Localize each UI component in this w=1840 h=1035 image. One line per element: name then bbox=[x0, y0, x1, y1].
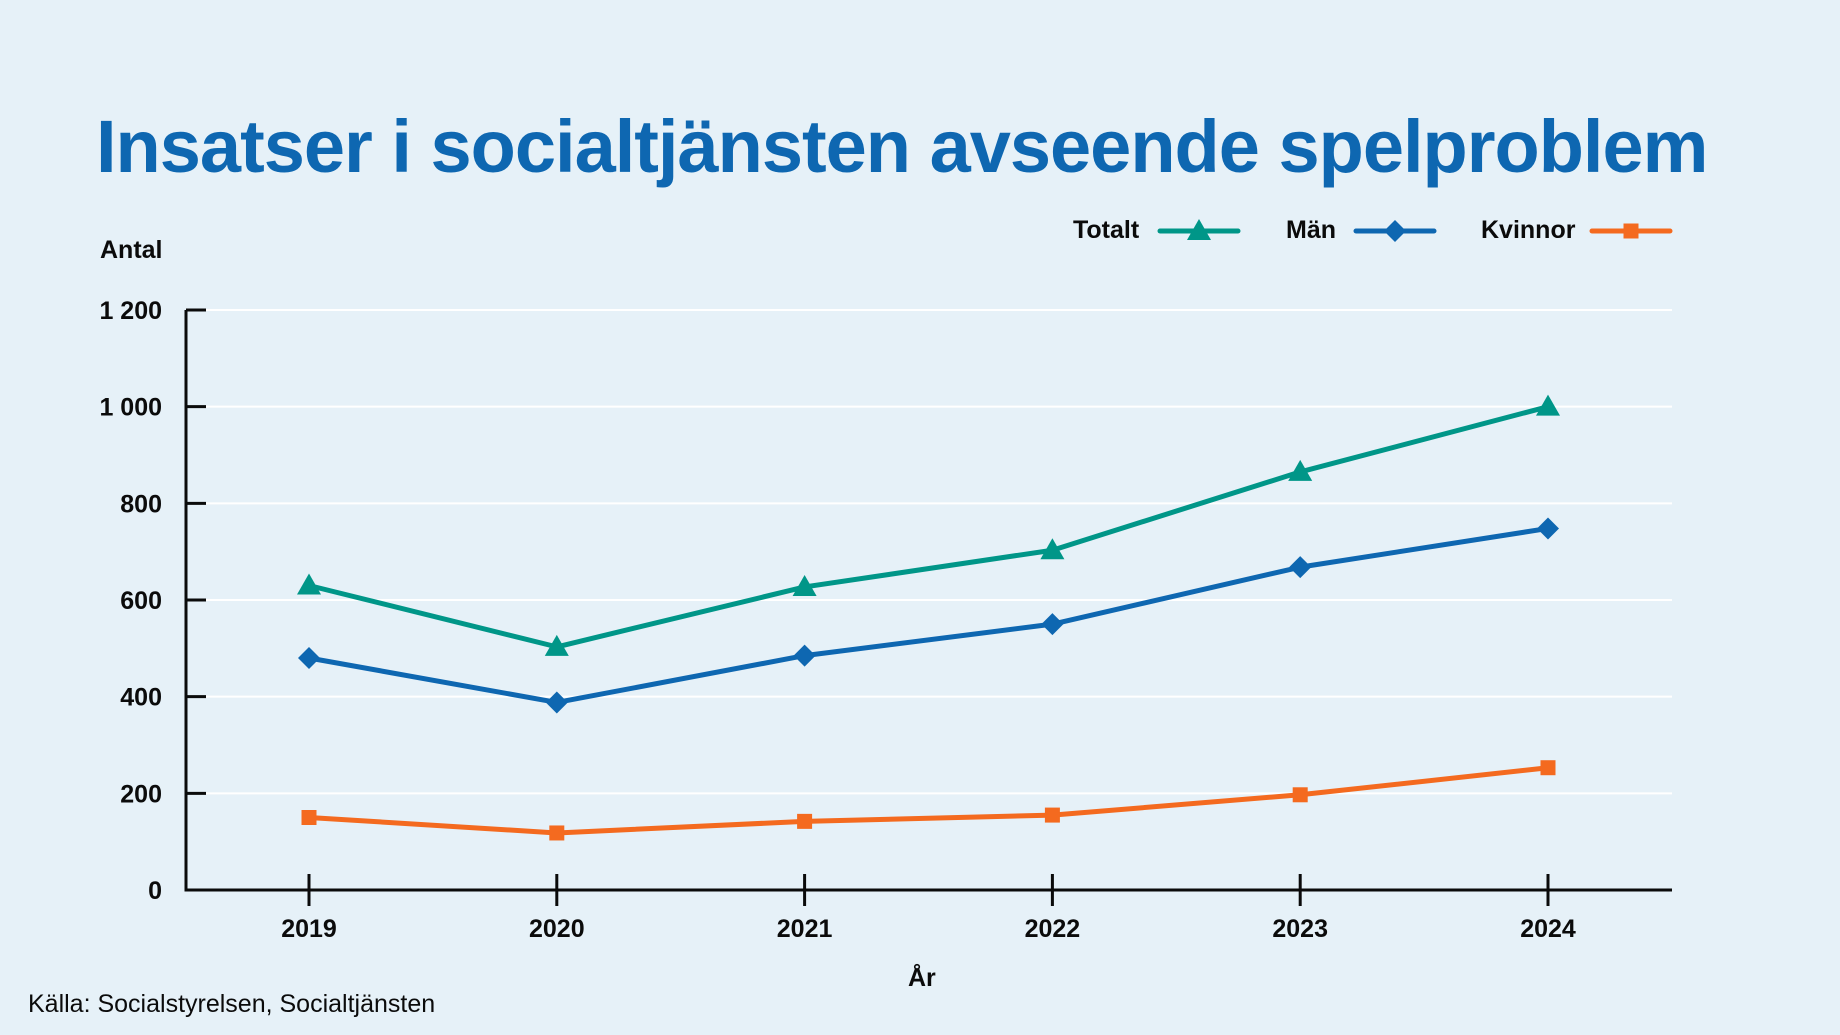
x-tick-label-2024: 2024 bbox=[1520, 915, 1576, 943]
chart-title: Insatser i socialtjänsten avseende spelp… bbox=[96, 105, 1708, 188]
legend-marker-totalt bbox=[1187, 219, 1211, 240]
point-totalt-2024 bbox=[1536, 394, 1560, 416]
point-kvinnor-2024 bbox=[1540, 760, 1556, 776]
x-tick-label-2022: 2022 bbox=[1025, 915, 1081, 943]
point-totalt-2021 bbox=[792, 574, 817, 596]
point-totalt-2019 bbox=[297, 573, 321, 595]
y-tick-label-1200: 1 200 bbox=[99, 297, 162, 325]
legend-marker-kvinnor bbox=[1623, 223, 1639, 239]
y-axis-label: Antal bbox=[100, 236, 163, 264]
point-kvinnor-2022 bbox=[1044, 807, 1060, 823]
point-man-2022 bbox=[1041, 613, 1064, 636]
point-man-2020 bbox=[545, 691, 568, 714]
point-totalt-2022 bbox=[1040, 538, 1065, 560]
point-kvinnor-2020 bbox=[549, 825, 565, 841]
legend-label-kvinnor: Kvinnor bbox=[1481, 216, 1576, 244]
y-tick-label-0: 0 bbox=[148, 877, 162, 905]
y-tick-label-200: 200 bbox=[120, 780, 162, 808]
legend-marker-man bbox=[1384, 220, 1406, 242]
source-note: Källa: Socialstyrelsen, Socialtjänsten bbox=[28, 990, 436, 1018]
series-line-kvinnor bbox=[306, 765, 1551, 836]
point-kvinnor-2021 bbox=[797, 813, 813, 829]
point-man-2023 bbox=[1289, 556, 1312, 579]
x-tick-label-2020: 2020 bbox=[529, 915, 585, 943]
point-kvinnor-2023 bbox=[1292, 787, 1308, 803]
y-tick-label-1000: 1 000 bbox=[99, 394, 162, 422]
point-man-2021 bbox=[793, 644, 816, 667]
point-totalt-2023 bbox=[1288, 459, 1313, 481]
y-tick-label-800: 800 bbox=[120, 490, 162, 518]
legend-label-totalt: Totalt bbox=[1073, 216, 1140, 244]
point-man-2019 bbox=[298, 647, 320, 669]
x-axis-label: År bbox=[908, 964, 936, 992]
series-line-totalt bbox=[306, 404, 1551, 650]
series-line-man bbox=[306, 525, 1551, 705]
point-kvinnor-2019 bbox=[301, 810, 317, 825]
legend-label-man: Män bbox=[1286, 216, 1336, 244]
x-tick-label-2019: 2019 bbox=[281, 915, 337, 943]
x-tick-label-2023: 2023 bbox=[1272, 915, 1328, 943]
y-tick-label-600: 600 bbox=[120, 587, 162, 615]
point-man-2024 bbox=[1537, 517, 1559, 540]
y-tick-label-400: 400 bbox=[120, 684, 162, 712]
x-tick-label-2021: 2021 bbox=[777, 915, 833, 943]
point-totalt-2020 bbox=[544, 634, 569, 656]
